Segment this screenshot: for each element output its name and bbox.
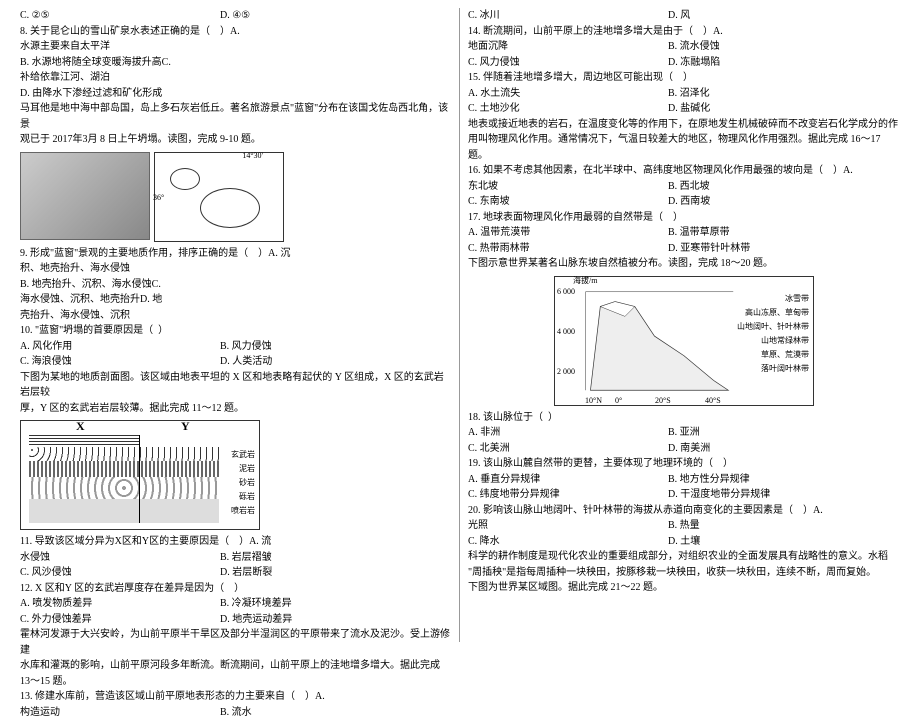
figure-profile: 海拔/m 6 000 4 000 2 000 10°N 0° 20°S 40°S… [554, 276, 814, 406]
passage21-l3: 下图为世界某区域图。据此完成 21～22 题。 [468, 580, 900, 596]
q9-c2: 海水侵蚀、沉积、地壳抬升D. 地 [20, 292, 451, 308]
q12-ab: A. 喷发物质差异B. 冷凝环境差异 [20, 596, 451, 612]
q19-ab: A. 垂直分异规律B. 地方性分异规律 [468, 472, 900, 488]
passage11-l2: 厚，Y 区的玄武岩岩层较薄。据此完成 11～12 题。 [20, 401, 451, 417]
q20-cd: C. 降水D. 土壤 [468, 534, 900, 550]
passage18: 下图示意世界某著名山脉东坡自然植被分布。读图，完成 18～20 题。 [468, 256, 900, 272]
q10-ab: A. 风化作用B. 风力侵蚀 [20, 339, 451, 355]
q13-cd: C. 冰川D. 风 [468, 8, 900, 24]
q18-stem: 18. 该山脉位于（ ） [468, 410, 900, 426]
q17-cd: C. 热带雨林带D. 亚寒带针叶林带 [468, 241, 900, 257]
q8-c2: 补给依靠江河、湖泊 [20, 70, 451, 86]
q10-stem: 10. "蓝窗"坍塌的首要原因是（ ） [20, 323, 451, 339]
q18-ab: A. 非洲B. 亚洲 [468, 425, 900, 441]
q14-ab: 地面沉降B. 流水侵蚀 [468, 39, 900, 55]
q9-b: B. 地壳抬升、沉积、海水侵蚀C. [20, 277, 451, 293]
q10-cd: C. 海浪侵蚀D. 人类活动 [20, 354, 451, 370]
q8-stem: 8. 关于昆仑山的雪山矿泉水表述正确的是（ ）A. [20, 24, 451, 40]
passage16-l2: 用叫物理风化作用。通常情况下，气温日较差大的地区，物理风化作用强烈。据此完成 1… [468, 132, 900, 163]
q9-a2: 积、地壳抬升、海水侵蚀 [20, 261, 451, 277]
q18-cd: C. 北美洲D. 南美洲 [468, 441, 900, 457]
q9-stem: 9. 形成"蓝窗"景观的主要地质作用，排序正确的是（ ）A. 沉 [20, 246, 451, 262]
q15-ab: A. 水土流失B. 沼泽化 [468, 86, 900, 102]
passage13-l1: 霍林河发源于大兴安岭，为山前平原半干旱区及部分半湿润区的平原带来了流水及泥沙。受… [20, 627, 451, 658]
passage9-l2: 观已于 2017年3月 8 日上午坍塌。读图，完成 9-10 题。 [20, 132, 451, 148]
photo-bluewindow [20, 152, 150, 240]
q19-cd: C. 纬度地带分异规律D. 干湿度地带分异规律 [468, 487, 900, 503]
q16-cd: C. 东南坡D. 西南坡 [468, 194, 900, 210]
q9-d2: 壳抬升、海水侵蚀、沉积 [20, 308, 451, 324]
q7-options: C. ②⑤D. ④⑤ [20, 8, 451, 24]
q13-stem: 13. 修建水库前，营造该区域山前平原地表形态的力主要来自（ ）A. [20, 689, 451, 705]
q16-ab: 东北坡B. 西北坡 [468, 179, 900, 195]
q12-cd: C. 外力侵蚀差异D. 地壳运动差异 [20, 612, 451, 628]
q11-stem: 11. 导致该区域分异为X区和Y区的主要原因是（ ）A. 流 [20, 534, 451, 550]
passage21-l1: 科学的耕作制度是现代化农业的重要组成部分，对组织农业的全面发展具有战略性的意义。… [468, 549, 900, 565]
map-malta: 14°30' 36° [154, 152, 284, 242]
q20-ab: 光照B. 热量 [468, 518, 900, 534]
q20-stem: 20. 影响该山脉山地阔叶、针叶林带的海拔从赤道向南变化的主要因素是（ ）A. [468, 503, 900, 519]
q15-stem: 15. 伴随着洼地增多增大，周边地区可能出现（ ） [468, 70, 900, 86]
q19-stem: 19. 该山脉山麓自然带的更替，主要体现了地理环境的（ ） [468, 456, 900, 472]
q14-cd: C. 风力侵蚀D. 冻融塌陷 [468, 55, 900, 71]
passage21-l2: "周插秧"是指每周插种一块秧田，按豚移栽一块秧田，收获一块秋田，连续不断，周而复… [468, 565, 900, 581]
q11-cd: C. 风沙侵蚀D. 岩层断裂 [20, 565, 451, 581]
q8-a2: 水源主要来自太平洋 [20, 39, 451, 55]
figure-strata: X Y 玄武岩 泥岩 砂岩 砾岩 喷岩岩 [20, 420, 260, 530]
q12-stem: 12. X 区和Y 区的玄武岩厚度存在差异是因为（ ） [20, 581, 451, 597]
passage16-l1: 地表或接近地表的岩石，在温度变化等的作用下，在原地发生机械破碎而不改变岩石化学成… [468, 117, 900, 133]
q17-ab: A. 温带荒漠带B. 温带草原带 [468, 225, 900, 241]
q17-stem: 17. 地球表面物理风化作用最弱的自然带是（ ） [468, 210, 900, 226]
q15-cd: C. 土地沙化D. 盐碱化 [468, 101, 900, 117]
passage13-l3: 13～15 题。 [20, 674, 451, 690]
passage13-l2: 水库和灌溉的影响，山前平原河段多年断流。断流期间，山前平原上的洼地增多增大。据此… [20, 658, 451, 674]
q8-d: D. 由降水下渗经过滤和矿化形成 [20, 86, 451, 102]
q13-ab: 构造运动B. 流水 [20, 705, 451, 720]
passage9-l1: 马耳他是地中海中部岛国，岛上多石灰岩低丘。著名旅游景点"蓝窗"分布在该国戈佐岛西… [20, 101, 451, 132]
q14-stem: 14. 断流期间，山前平原上的洼地增多增大是由于（ ）A. [468, 24, 900, 40]
figure-bluewindow: 14°30' 36° [20, 152, 451, 242]
q8-b: B. 水源地将随全球变暖海拔升高C. [20, 55, 451, 71]
q11-ab: 水侵蚀B. 岩层褶皱 [20, 550, 451, 566]
passage11-l1: 下图为某地的地质剖面图。该区域由地表平坦的 X 区和地表略有起伏的 Y 区组成，… [20, 370, 451, 401]
q16-stem: 16. 如果不考虑其他因素，在北半球中、高纬度地区物理风化作用最强的坡向是（ ）… [468, 163, 900, 179]
